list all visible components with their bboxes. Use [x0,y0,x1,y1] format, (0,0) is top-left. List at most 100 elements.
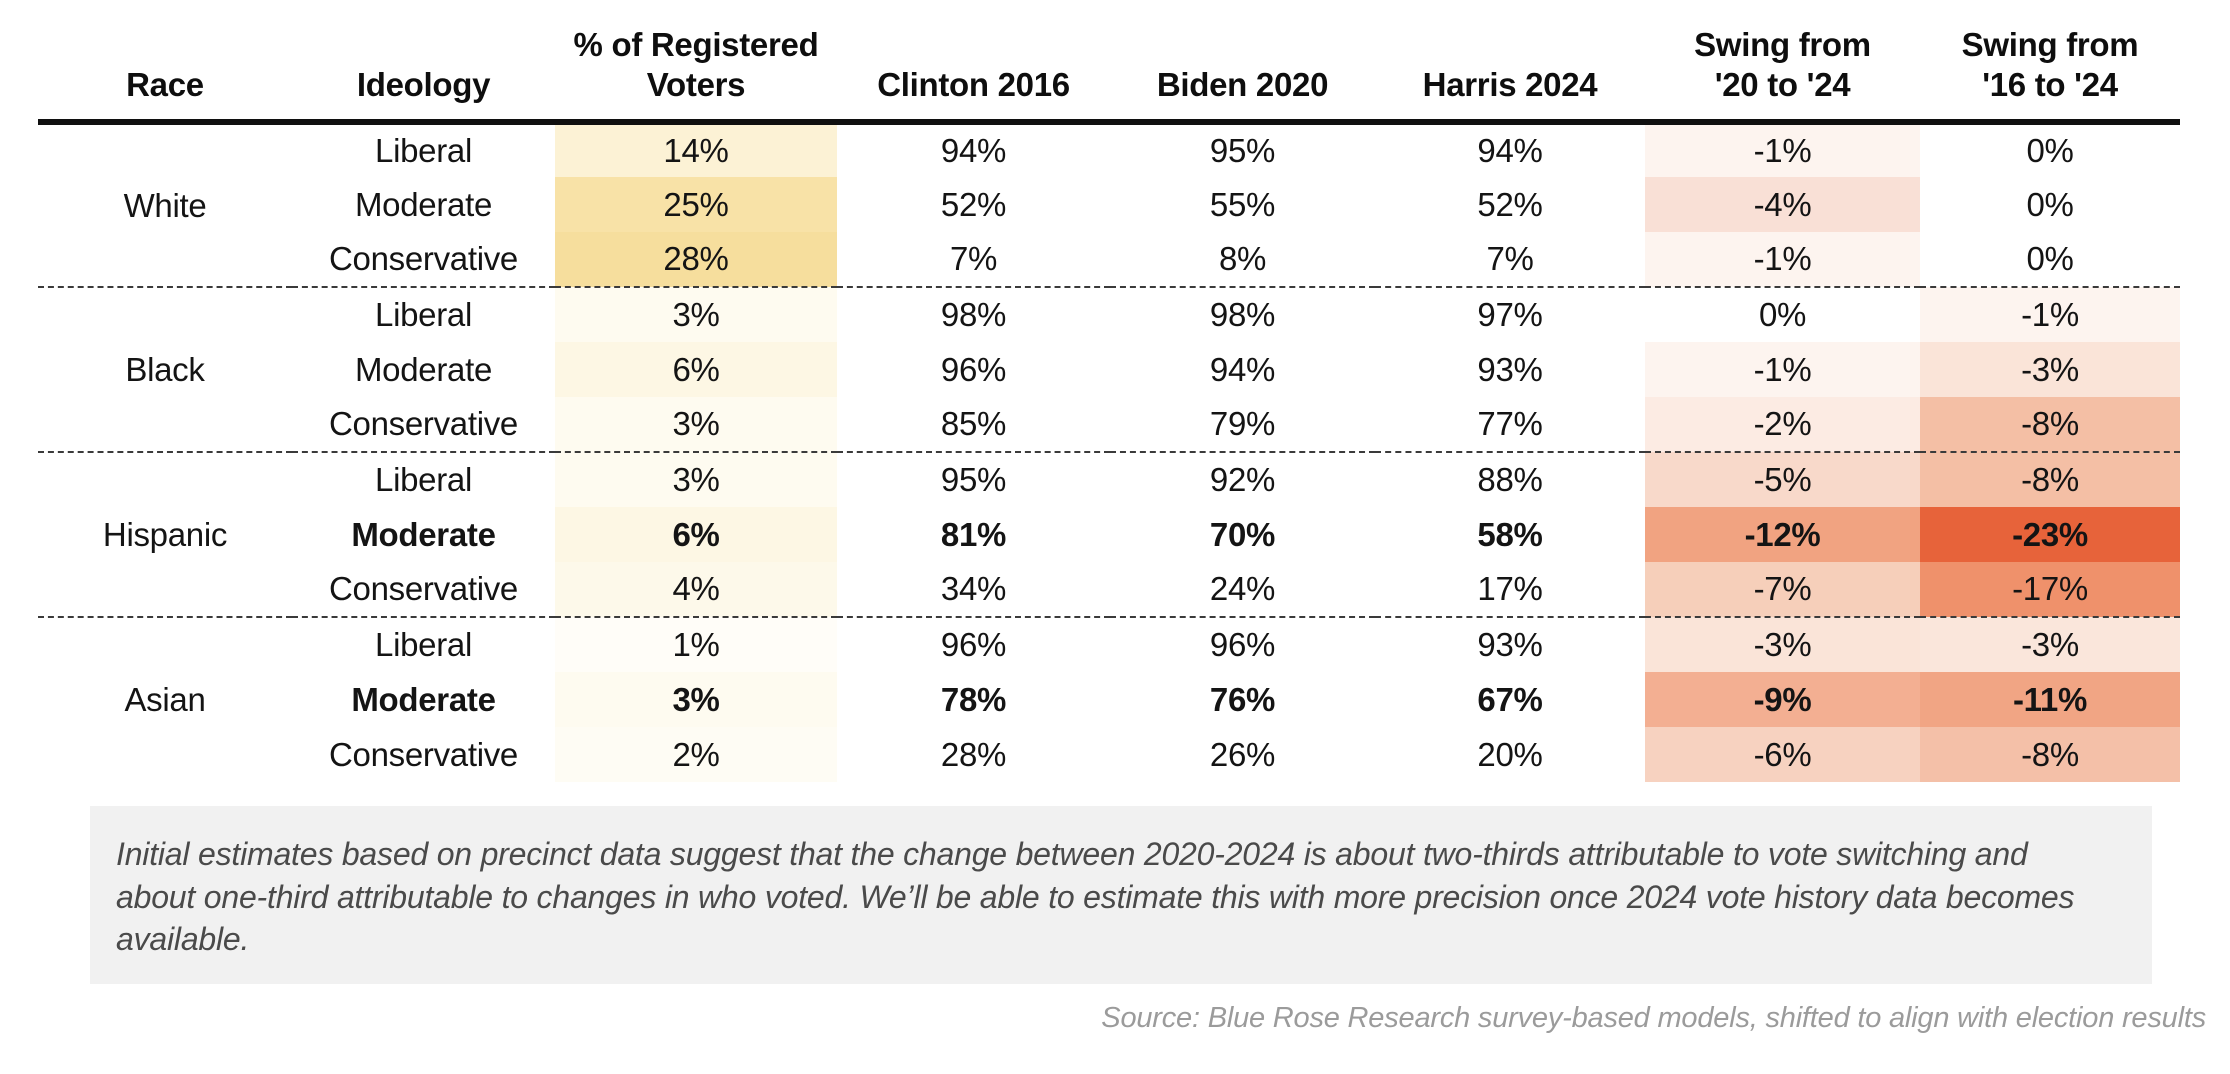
harris-2024-cell: 97% [1375,286,1645,342]
clinton-2016-cell: 94% [940,132,1007,169]
race-label: Hispanic [38,451,292,617]
ideology-cell: Conservative [329,240,518,277]
table-header: Race Ideology % of Registered Voters Cli… [38,8,2180,125]
header-swing-20-24: Swing from '20 to '24 [1645,8,1920,125]
harris-2024-cell: 7% [1486,240,1534,277]
table-row: Asian Liberal 1% 96% 96% 93% -3% -3% [38,616,2180,782]
swing-20-24-cell: -5% [1645,451,1920,507]
header-registered-voters: % of Registered Voters [555,8,837,125]
registered-voters-cell: 3% [555,451,837,507]
registered-voters-cell: 1% [555,616,837,672]
race-label: Asian [38,616,292,782]
harris-2024-cell: 52% [1477,185,1543,223]
clinton-2016-cell: 28% [940,735,1007,773]
biden-2020-cell: 26% [1209,735,1276,773]
registered-voters-cell: 6% [555,507,837,562]
ideology-cell: Liberal [292,616,555,672]
clinton-2016-cell: 52% [940,185,1007,223]
harris-2024-cell: 17% [1477,570,1543,607]
footnote-text: Initial estimates based on precinct data… [116,836,2075,958]
header-line: Swing from [1694,25,1871,63]
harris-2024-cell: 88% [1375,451,1645,507]
harris-2024-cell: 77% [1477,405,1543,442]
table-row: White Liberal 14% 94% 95% 94% -1% 0% [38,122,2180,224]
table-row: Conservative 28% 7% 8% 7% -1% 0% [38,232,2180,287]
ideology-cell: Conservative [329,405,518,442]
table-row: Moderate 3% 78% 76% 67% -9% -11% [38,672,2180,727]
swing-20-24-cell: 0% [1645,286,1920,342]
swing-16-24-cell: -8% [1920,727,2180,782]
table-row: Black Liberal 3% 98% 98% 97% 0% -1% [38,286,2180,452]
swing-20-24-cell: -3% [1645,616,1920,672]
header-line: % of Registered [573,25,819,63]
harris-2024-cell: 94% [1477,132,1543,169]
registered-voters-cell: 3% [555,397,837,452]
biden-2020-cell: 94% [1209,350,1276,388]
ideology-cell: Moderate [354,185,492,223]
swing-20-24-cell: -4% [1645,177,1920,232]
header-clinton-2016: Clinton 2016 [837,8,1110,125]
swing-16-24-cell: -3% [1920,342,2180,397]
biden-2020-cell: 24% [1209,570,1276,607]
registered-voters-cell: 3% [555,286,837,342]
header-harris-2024: Harris 2024 [1375,8,1645,125]
harris-2024-cell: 20% [1477,735,1543,773]
ideology-cell: Moderate [351,515,496,553]
vote-swing-table: Race Ideology % of Registered Voters Cli… [38,8,2180,782]
clinton-2016-cell: 95% [837,451,1110,507]
swing-16-24-cell: 0% [2026,185,2074,223]
table-row: Moderate 25% 52% 55% 52% -4% 0% [38,177,2180,232]
clinton-2016-cell: 78% [940,680,1007,718]
swing-16-24-cell: -1% [1920,286,2180,342]
biden-2020-cell: 8% [1218,240,1267,277]
biden-2020-cell: 79% [1209,405,1276,442]
header-line: Voters [646,65,746,103]
registered-voters-cell: 25% [555,177,837,232]
harris-2024-cell: 58% [1477,515,1543,553]
header-ideology: Ideology [292,8,555,125]
table-row: Moderate 6% 96% 94% 93% -1% -3% [38,342,2180,397]
header-line: '16 to '24 [1982,65,2118,103]
clinton-2016-cell: 96% [837,616,1110,672]
clinton-2016-cell: 98% [837,286,1110,342]
biden-2020-cell: 96% [1110,616,1375,672]
biden-2020-cell: 92% [1110,451,1375,507]
swing-20-24-cell: -1% [1645,122,1920,177]
biden-2020-cell: 76% [1209,680,1276,718]
swing-16-24-cell: -11% [1920,672,2180,727]
header-biden-2020: Biden 2020 [1110,8,1375,125]
swing-20-24-cell: -2% [1645,397,1920,452]
race-label: White [123,186,207,224]
header-row: Race Ideology % of Registered Voters Cli… [38,8,2180,125]
swing-20-24-cell: -6% [1645,727,1920,782]
race-label: Black [38,286,292,452]
clinton-2016-cell: 96% [940,350,1007,388]
clinton-2016-cell: 81% [940,515,1007,553]
harris-2024-cell: 67% [1477,680,1543,718]
table-row: Conservative 4% 34% 24% 17% -7% -17% [38,562,2180,617]
biden-2020-cell: 95% [1209,132,1276,169]
swing-20-24-cell: -7% [1645,562,1920,617]
ideology-cell: Moderate [354,350,492,388]
table-row: Hispanic Liberal 3% 95% 92% 88% -5% -8% [38,451,2180,617]
clinton-2016-cell: 7% [949,240,998,277]
registered-voters-cell: 2% [555,727,837,782]
swing-16-24-cell: -3% [1920,616,2180,672]
registered-voters-cell: 3% [555,672,837,727]
ideology-cell: Liberal [292,451,555,507]
ideology-cell: Liberal [375,132,472,169]
swing-20-24-cell: -1% [1645,342,1920,397]
header-line: Swing from [1961,25,2139,63]
biden-2020-cell: 98% [1110,286,1375,342]
biden-2020-cell: 70% [1209,515,1276,553]
swing-16-24-cell: -8% [1920,451,2180,507]
swing-20-24-cell: -9% [1645,672,1920,727]
harris-2024-cell: 93% [1375,616,1645,672]
swing-16-24-cell: -8% [1920,397,2180,452]
ideology-cell: Liberal [292,286,555,342]
swing-16-24-cell: 0% [2026,240,2074,277]
swing-16-24-cell: 0% [2026,132,2074,169]
registered-voters-cell: 6% [555,342,837,397]
clinton-2016-cell: 85% [940,405,1007,442]
swing-20-24-cell: -12% [1645,507,1920,562]
